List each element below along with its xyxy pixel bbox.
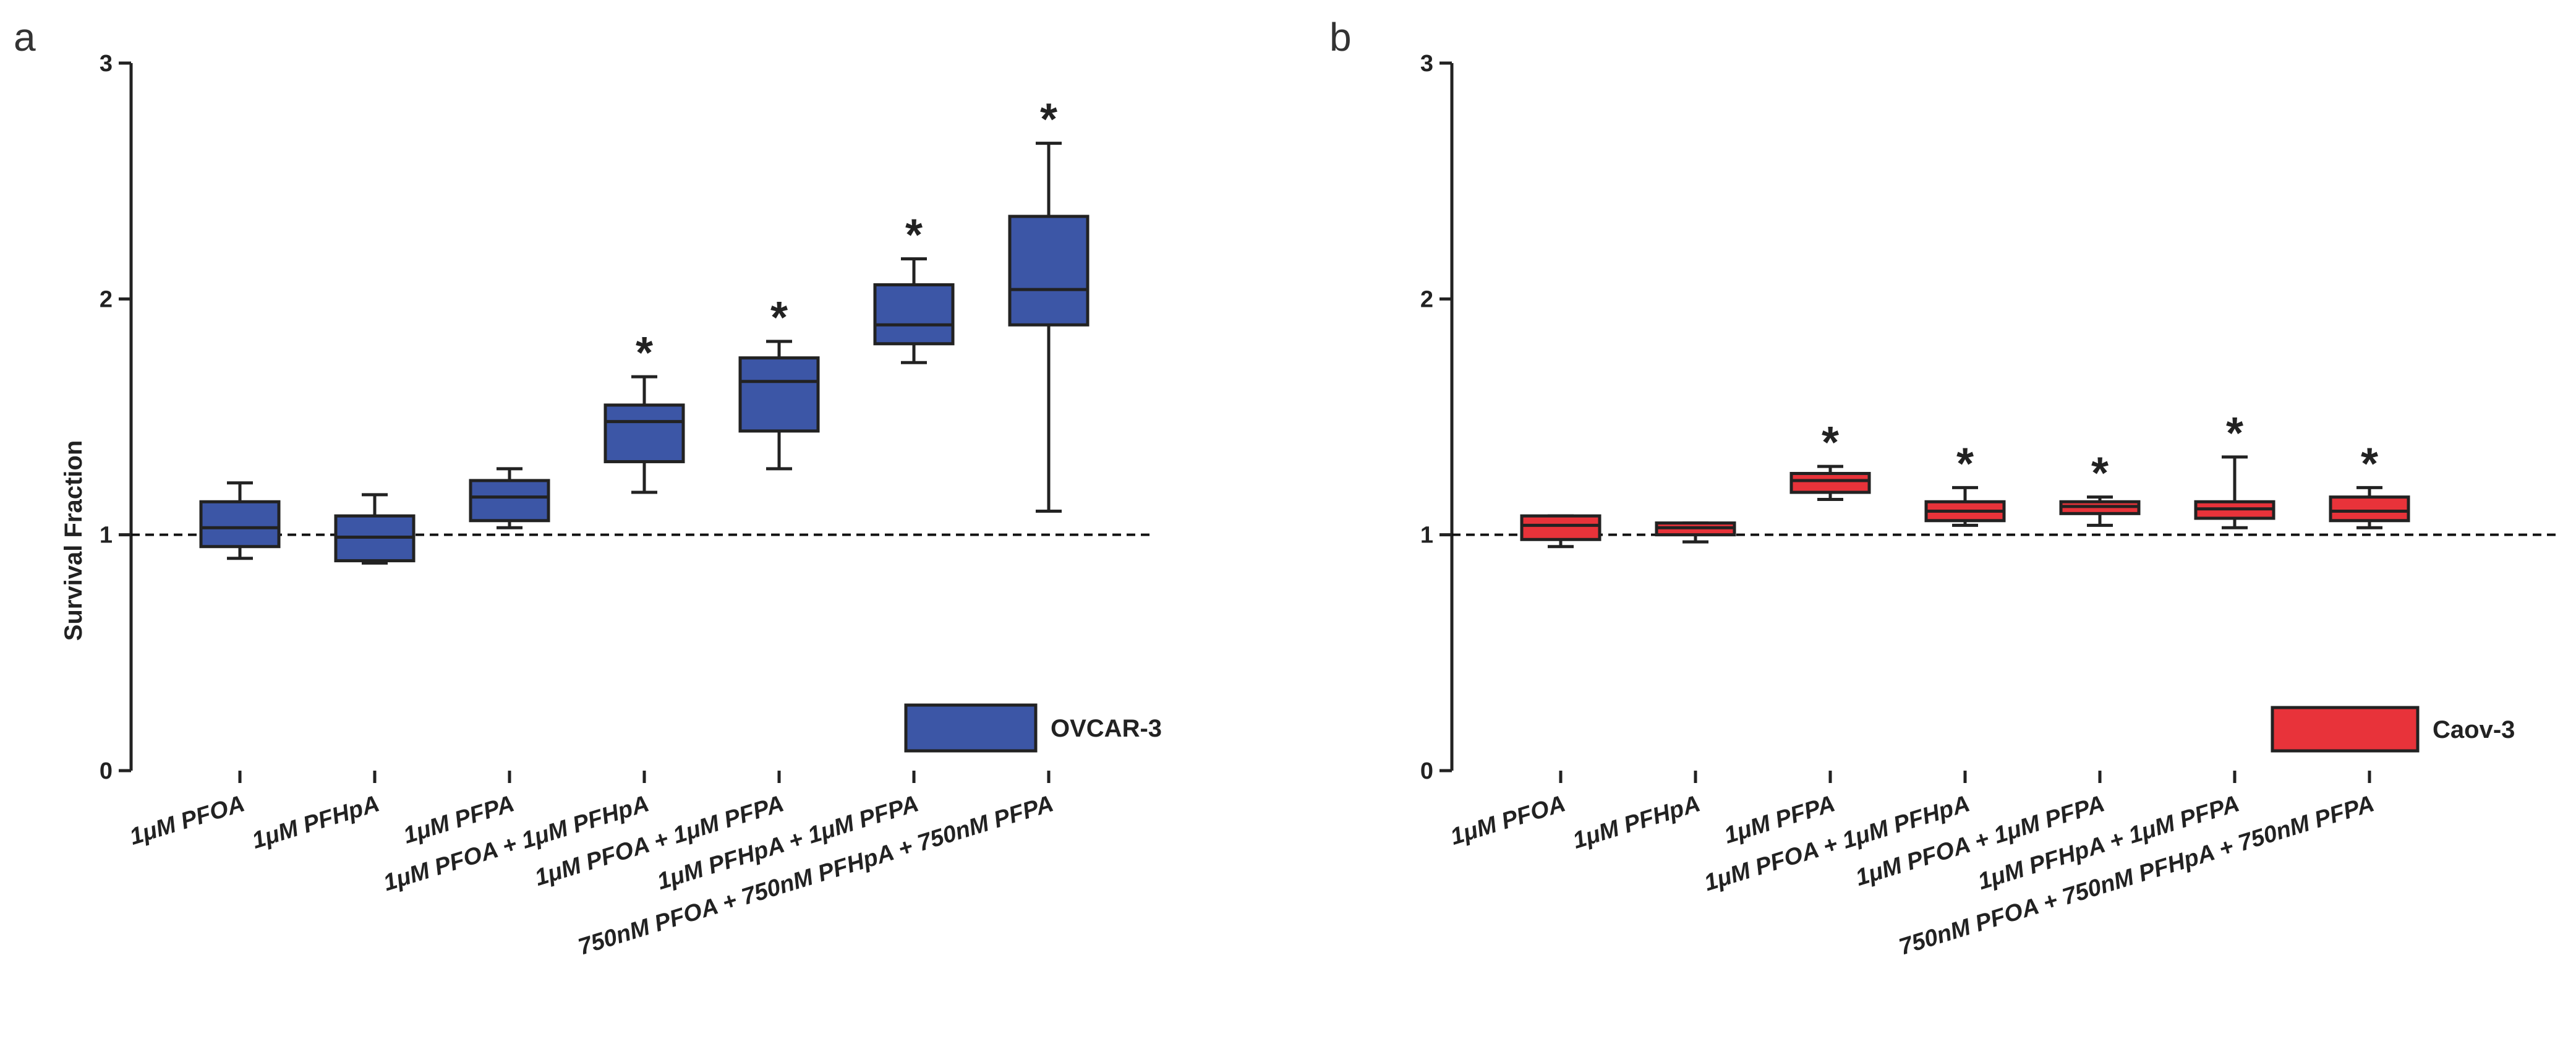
significance-star: * [2091, 449, 2109, 499]
box-plot-7 [1008, 142, 1090, 513]
box-iqr [469, 479, 550, 523]
box-plot-1 [1520, 514, 1601, 549]
legend-label: Caov-3 [2433, 716, 2515, 743]
box-plot-3 [469, 467, 550, 529]
box-iqr [603, 403, 685, 463]
panel-letter-a: a [14, 15, 36, 59]
panel-letter-b: b [1329, 15, 1352, 59]
box-plot-3 [1789, 464, 1871, 501]
box-iqr [1789, 472, 1871, 494]
box-plot-4 [603, 375, 685, 494]
box-iqr [873, 283, 955, 346]
box-plot-5 [738, 340, 820, 471]
box-plot-6 [873, 257, 955, 364]
y-tick-label: 1 [1420, 523, 1433, 549]
significance-star: * [905, 211, 923, 260]
box-iqr [199, 500, 281, 549]
significance-star: * [1956, 439, 1974, 489]
y-tick-label: 0 [100, 758, 113, 784]
legend-swatch [2271, 706, 2420, 753]
y-axis-label: Survival Fraction [60, 440, 87, 641]
box-iqr [1520, 514, 1601, 541]
y-tick-label: 3 [1420, 51, 1433, 77]
box-plot-7 [2329, 486, 2410, 529]
significance-star: * [1822, 418, 1839, 468]
y-tick-label: 0 [1420, 758, 1433, 784]
box-plot-1 [199, 481, 281, 560]
significance-star: * [636, 328, 653, 378]
box-plot-5 [2059, 495, 2141, 527]
legend-swatch [904, 703, 1038, 753]
box-iqr [2329, 495, 2410, 523]
box-iqr [1008, 215, 1090, 327]
y-tick-label: 1 [100, 523, 113, 549]
box-plot-4 [1924, 486, 2006, 527]
significance-star: * [770, 293, 788, 343]
y-tick-label: 2 [100, 286, 113, 312]
significance-star: * [2361, 439, 2378, 489]
y-tick-label: 3 [100, 51, 113, 77]
legend-label: OVCAR-3 [1051, 715, 1162, 742]
box-plot-6 [2194, 455, 2275, 529]
box-iqr [738, 356, 820, 433]
box-plot-2 [1655, 521, 1736, 544]
significance-star: * [2226, 409, 2243, 458]
significance-star: * [1040, 95, 1057, 145]
y-tick-label: 2 [1420, 286, 1433, 312]
box-plot-2 [334, 493, 416, 565]
